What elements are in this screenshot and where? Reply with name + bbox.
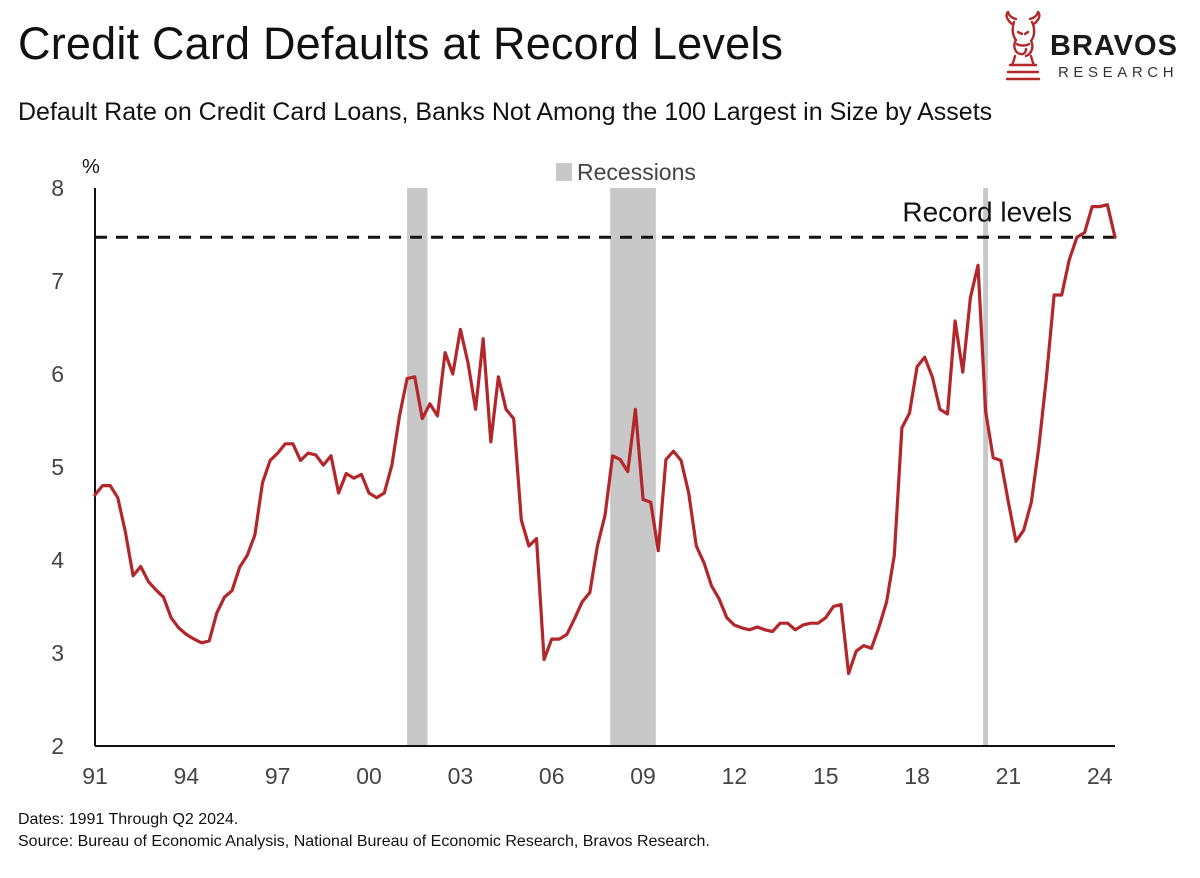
brand-name: BRAVOS [1050,30,1178,62]
line-chart: 2 3 4 5 6 7 8 91 94 97 00 03 06 09 12 15 18 21 24 % Reces… [51,156,1117,789]
y-tick-label-8: 8 [51,175,64,201]
x-tick-label-06: 06 [539,763,565,789]
y-tick-label-5: 5 [51,454,64,480]
x-tick-label-91: 91 [82,763,108,789]
x-tick-label-12: 12 [722,763,748,789]
legend-swatch-recessions [556,163,572,181]
y-tick-label-4: 4 [51,547,64,573]
y-tick-label-3: 3 [51,640,64,666]
chart-title: Credit Card Defaults at Record Levels [18,18,784,69]
x-tick-label-94: 94 [174,763,200,789]
recession-bar-2 [610,188,656,746]
x-tick-label-09: 09 [630,763,656,789]
legend-label-recessions: Recessions [577,159,696,185]
y-tick-label-2: 2 [51,733,64,759]
footer-source: Source: Bureau of Economic Analysis, Nat… [18,833,710,850]
x-tick-label-00: 00 [356,763,382,789]
footer-dates: Dates: 1991 Through Q2 2024. [18,811,239,828]
legend: Recessions [556,159,696,185]
x-tick-label-03: 03 [448,763,474,789]
y-tick-label-6: 6 [51,361,64,387]
knight-bull-icon [1005,10,1041,81]
y-axis-unit-label: % [82,156,100,178]
x-tick-label-21: 21 [996,763,1022,789]
x-tick-label-18: 18 [904,763,930,789]
default-rate-series-line [93,203,1117,676]
y-tick-label-7: 7 [51,268,64,294]
x-tick-label-15: 15 [813,763,839,789]
axes-group [94,188,1115,747]
x-tick-labels: 91 94 97 00 03 06 09 12 15 18 21 24 [82,763,1113,789]
y-tick-labels: 2 3 4 5 6 7 8 [51,175,64,759]
x-tick-label-24: 24 [1087,763,1113,789]
data-points-group [94,203,1117,675]
recession-shading-group [407,188,989,746]
brand-logo: BRAVOS RESEARCH [998,10,1188,82]
record-levels-annotation: Record levels [902,196,1072,227]
x-tick-label-97: 97 [265,763,291,789]
recession-bar-1 [407,188,428,746]
chart-subtitle: Default Rate on Credit Card Loans, Banks… [18,98,993,126]
brand-tagline: RESEARCH [1058,64,1179,81]
recession-bar-3 [983,188,989,746]
